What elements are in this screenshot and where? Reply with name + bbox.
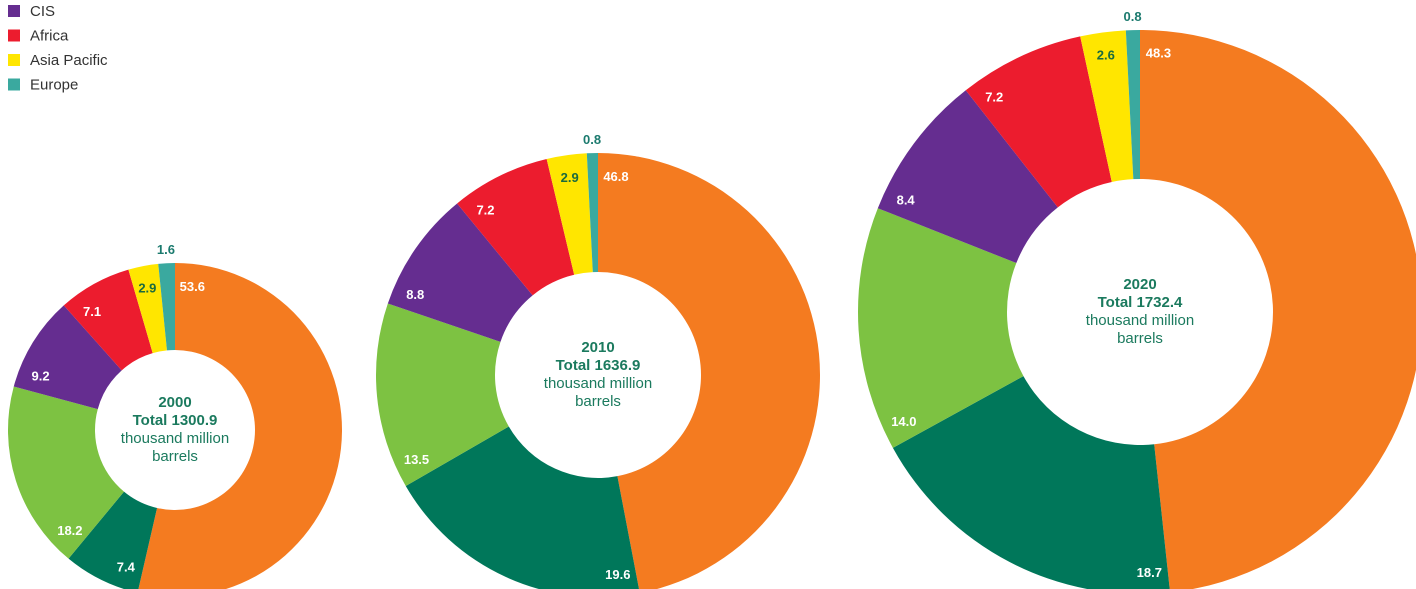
donut-slice: [138, 263, 342, 589]
legend-swatch: [8, 5, 20, 17]
value-label: 13.5: [404, 452, 429, 467]
center-unit: thousand million barrels: [1085, 312, 1195, 347]
value-label: 7.4: [117, 559, 136, 574]
value-label: 53.6: [180, 279, 205, 294]
donut-slice: [1140, 30, 1416, 589]
center-unit: thousand million barrels: [120, 430, 230, 465]
value-label: 0.8: [583, 132, 601, 147]
value-label: 14.0: [891, 414, 916, 429]
donut-slice: [63, 269, 153, 371]
value-label: 2.9: [561, 170, 579, 185]
donut-slice: [7, 386, 125, 559]
donut-slice: [13, 305, 122, 410]
donut-slice: [1080, 30, 1134, 183]
legend-swatch: [8, 54, 20, 66]
center-label: 2020 Total 1732.4 thousand million barrels: [1070, 276, 1210, 348]
value-label: 19.6: [605, 567, 630, 582]
legend-label: Europe: [30, 77, 78, 94]
center-total: Total 1636.9: [555, 357, 641, 374]
value-label: 7.2: [476, 203, 494, 218]
donut-slice: [546, 153, 593, 275]
center-year: 2000: [158, 394, 192, 411]
value-label: 2.6: [1097, 47, 1115, 62]
donut-slice: [376, 303, 509, 486]
legend-label: Africa: [30, 28, 69, 45]
donut-slice: [128, 263, 167, 354]
donut-slice: [158, 263, 175, 351]
legend-label: CIS: [30, 3, 55, 20]
value-label: 7.2: [985, 90, 1003, 105]
value-label: 18.2: [57, 523, 82, 538]
value-label: 8.8: [406, 287, 424, 302]
value-label: 46.8: [603, 169, 628, 184]
legend-label: Asia Pacific: [30, 52, 108, 69]
donut-slice: [857, 208, 1024, 448]
donut-slice: [965, 36, 1112, 208]
center-total: Total 1732.4: [1097, 294, 1183, 311]
donut-slice: [892, 376, 1170, 589]
center-year: 2010: [581, 339, 615, 356]
donut-slice: [387, 203, 533, 342]
center-label: 2010 Total 1636.9 thousand million barrels: [528, 339, 668, 411]
donut-slice: [877, 90, 1058, 264]
value-label: 7.1: [83, 304, 101, 319]
legend-swatch: [8, 78, 20, 91]
value-label: 48.3: [1146, 46, 1171, 61]
donut-slice: [586, 153, 598, 273]
donut-slice: [68, 491, 158, 589]
value-label: 8.4: [897, 192, 916, 207]
value-label: 2.9: [138, 281, 156, 296]
center-unit: thousand million barrels: [543, 375, 653, 410]
value-label: 0.8: [1124, 9, 1142, 24]
center-total: Total 1300.9: [132, 412, 218, 429]
value-label: 1.6: [157, 242, 175, 257]
donut-slice: [457, 159, 575, 296]
value-label: 9.2: [32, 369, 50, 384]
value-label: 18.7: [1137, 565, 1162, 580]
donut-slice: [405, 426, 639, 589]
center-label: 2000 Total 1300.9 thousand million barrels: [105, 394, 245, 466]
donut-slice: [598, 153, 820, 589]
donut-slice: [1125, 30, 1140, 180]
legend-swatch: [8, 29, 20, 42]
center-year: 2020: [1123, 276, 1157, 293]
